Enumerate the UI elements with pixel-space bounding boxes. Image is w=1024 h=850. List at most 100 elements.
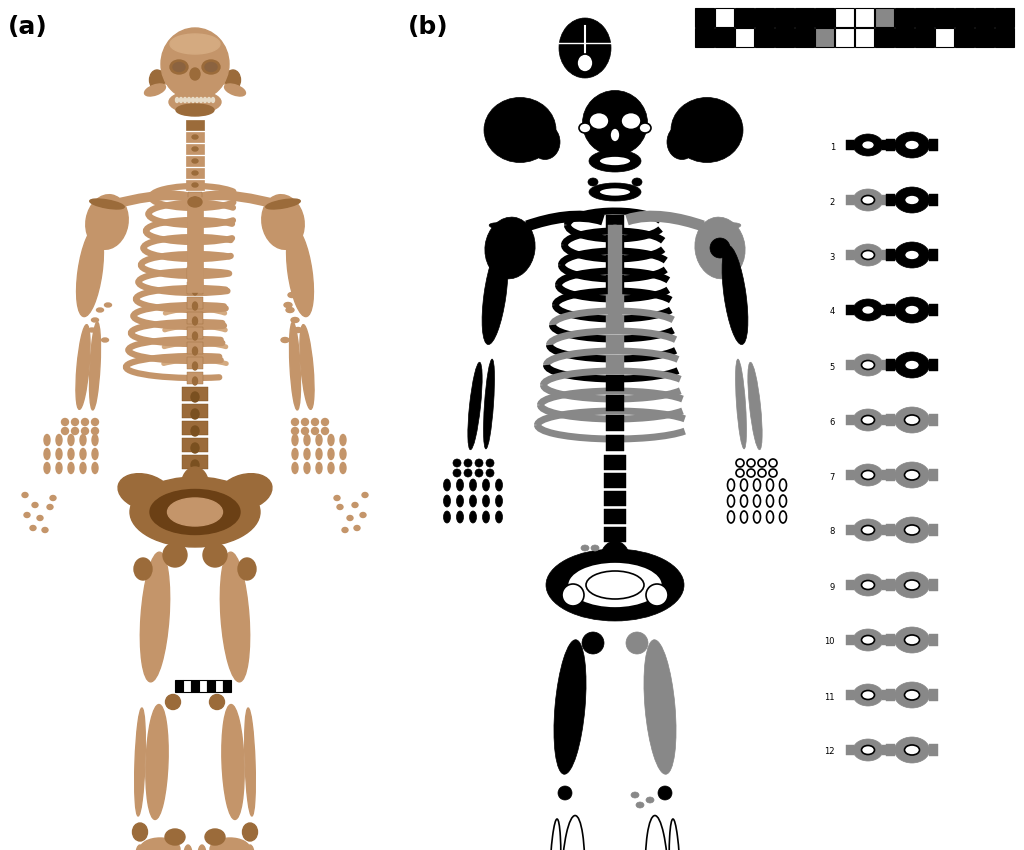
Bar xyxy=(186,120,204,130)
Bar xyxy=(604,473,626,488)
Ellipse shape xyxy=(443,495,451,507)
Bar xyxy=(846,635,854,645)
Ellipse shape xyxy=(193,347,198,355)
Bar xyxy=(846,360,854,370)
Ellipse shape xyxy=(895,187,930,213)
Bar xyxy=(886,249,895,261)
Ellipse shape xyxy=(92,218,114,240)
Ellipse shape xyxy=(193,242,198,250)
Ellipse shape xyxy=(311,428,318,434)
Ellipse shape xyxy=(482,495,489,507)
Bar xyxy=(188,222,202,234)
Ellipse shape xyxy=(853,409,883,431)
Ellipse shape xyxy=(190,68,200,80)
Ellipse shape xyxy=(895,407,930,433)
Ellipse shape xyxy=(496,511,503,523)
Bar xyxy=(835,28,854,47)
Ellipse shape xyxy=(150,490,240,535)
Bar xyxy=(187,312,203,324)
Bar xyxy=(755,8,774,27)
Ellipse shape xyxy=(166,694,180,710)
Ellipse shape xyxy=(496,495,503,507)
Bar xyxy=(955,8,974,27)
Ellipse shape xyxy=(482,246,508,344)
Ellipse shape xyxy=(853,464,883,486)
Bar xyxy=(882,690,890,700)
Ellipse shape xyxy=(328,449,334,460)
Ellipse shape xyxy=(140,838,180,850)
Bar xyxy=(606,235,624,251)
Ellipse shape xyxy=(76,325,90,410)
Ellipse shape xyxy=(296,296,304,301)
Bar xyxy=(915,28,934,47)
Ellipse shape xyxy=(340,462,346,473)
Bar xyxy=(207,680,215,692)
Ellipse shape xyxy=(262,195,304,249)
Ellipse shape xyxy=(156,70,174,84)
Bar xyxy=(895,28,914,47)
Ellipse shape xyxy=(191,443,199,453)
Ellipse shape xyxy=(904,195,920,205)
Bar xyxy=(846,250,854,260)
Ellipse shape xyxy=(193,212,198,220)
Ellipse shape xyxy=(196,98,199,103)
Bar xyxy=(775,28,794,47)
Bar xyxy=(846,580,854,590)
Ellipse shape xyxy=(328,462,334,473)
Bar xyxy=(846,305,854,315)
Ellipse shape xyxy=(671,98,743,162)
Ellipse shape xyxy=(727,479,734,491)
Ellipse shape xyxy=(669,819,681,850)
Ellipse shape xyxy=(202,60,220,74)
Ellipse shape xyxy=(294,327,302,332)
Ellipse shape xyxy=(646,584,668,606)
Ellipse shape xyxy=(631,792,639,798)
Ellipse shape xyxy=(210,694,224,710)
Ellipse shape xyxy=(453,469,461,477)
Bar xyxy=(882,525,890,535)
Ellipse shape xyxy=(243,823,257,841)
Ellipse shape xyxy=(457,511,464,523)
Ellipse shape xyxy=(895,572,930,598)
Bar xyxy=(855,8,874,27)
Ellipse shape xyxy=(118,473,172,510)
Ellipse shape xyxy=(658,786,672,800)
Ellipse shape xyxy=(360,513,366,518)
Bar xyxy=(886,634,895,646)
Ellipse shape xyxy=(591,545,599,551)
Bar xyxy=(606,255,624,271)
Ellipse shape xyxy=(443,479,451,491)
Bar xyxy=(929,194,938,206)
Ellipse shape xyxy=(754,511,761,523)
Ellipse shape xyxy=(68,449,74,460)
Ellipse shape xyxy=(779,511,786,523)
Ellipse shape xyxy=(245,708,255,816)
Ellipse shape xyxy=(727,511,734,523)
Bar xyxy=(886,579,895,591)
Ellipse shape xyxy=(904,250,920,260)
Bar xyxy=(715,8,734,27)
Ellipse shape xyxy=(222,705,244,819)
Text: (b): (b) xyxy=(408,15,449,39)
Bar xyxy=(929,469,938,481)
Bar xyxy=(606,395,624,411)
Bar xyxy=(187,342,203,354)
Bar xyxy=(606,275,624,291)
Ellipse shape xyxy=(22,492,28,497)
Ellipse shape xyxy=(246,845,254,850)
Ellipse shape xyxy=(754,495,761,507)
Ellipse shape xyxy=(187,98,190,103)
Bar xyxy=(995,28,1014,47)
Ellipse shape xyxy=(72,418,79,426)
Ellipse shape xyxy=(82,418,88,426)
Ellipse shape xyxy=(904,360,920,370)
Ellipse shape xyxy=(735,359,746,449)
Ellipse shape xyxy=(727,495,734,507)
Ellipse shape xyxy=(457,479,464,491)
Bar xyxy=(995,8,1014,27)
Ellipse shape xyxy=(530,124,560,160)
Bar xyxy=(874,8,894,27)
Ellipse shape xyxy=(300,325,314,410)
Ellipse shape xyxy=(88,328,95,332)
Bar xyxy=(182,455,208,469)
